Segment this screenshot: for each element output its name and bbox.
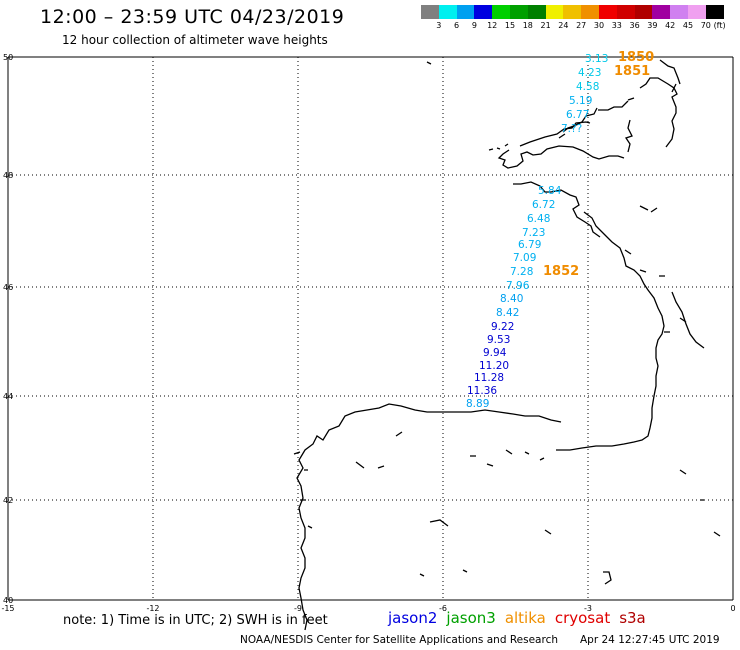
track-point-label: 8.89 [466, 398, 489, 410]
map-title: 12:00 – 23:59 UTC 04/23/2019 [40, 6, 345, 28]
track-point-label: 8.42 [496, 307, 519, 319]
track-point-label: 3.13 [585, 53, 608, 65]
satellite-track: 3.13 4.23 4.58 5.19 6.77 7.?? 5.84 6.72 6.48 7.23… [466, 50, 654, 410]
legend-swatch [652, 5, 671, 19]
legend-swatch [545, 5, 564, 19]
legend-label: 45 [682, 21, 694, 30]
legend-label: 6 [454, 21, 460, 30]
legend-label: 12 [487, 21, 498, 30]
credit-text: NOAA/NESDIS Center for Satellite Applica… [240, 634, 558, 646]
lon-label: -15 [1, 604, 14, 613]
legend-swatch [687, 5, 706, 19]
legend-swatch [634, 5, 653, 19]
track-point-label: 7.23 [522, 227, 545, 239]
legend-label: 70 [700, 21, 711, 30]
legend-swatch [509, 5, 528, 19]
legend-swatch [581, 5, 599, 19]
legend-swatch [705, 5, 724, 19]
track-point-label: 7.96 [506, 280, 530, 292]
legend-label: 24 [558, 21, 569, 30]
legend-label: 33 [611, 21, 622, 30]
legend-swatch [616, 5, 635, 19]
track-point-label: 9.53 [487, 334, 510, 346]
track-point-label: 8.40 [500, 293, 523, 305]
track-point-label: 4.23 [578, 67, 601, 79]
legend-label: 15 [504, 21, 516, 30]
color-legend [421, 5, 724, 19]
satellite-legend: jason2 jason3 altika cryosat s3a [388, 609, 655, 627]
legend-label: 30 [593, 21, 605, 30]
time-label: 1850 [618, 50, 654, 65]
satellite-name-jason3: jason3 [446, 609, 496, 627]
legend-label: 39 [647, 21, 658, 30]
coastline [293, 59, 721, 631]
satellite-name-altika: altika [504, 609, 546, 627]
note-text: note: 1) Time is in UTC; 2) SWH is in fe… [63, 613, 328, 628]
credit-timestamp: Apr 24 12:27:45 UTC 2019 [580, 634, 720, 646]
track-point-label: 6.48 [527, 213, 550, 225]
legend-swatch [421, 5, 439, 19]
track-point-label: 7.?? [561, 123, 582, 135]
satellite-name-s3a: s3a [619, 609, 646, 627]
lat-label: 50 [3, 53, 13, 62]
lon-label: -12 [146, 604, 159, 613]
legend-swatch [438, 5, 457, 19]
legend-label: 3 [436, 21, 442, 30]
lon-label: 0 [730, 604, 735, 613]
satellite-name-cryosat: cryosat [554, 609, 611, 627]
lat-label: 40 [3, 596, 13, 605]
lat-label: 48 [3, 171, 13, 180]
track-point-label: 11.20 [479, 360, 509, 372]
lat-label: 44 [3, 392, 13, 401]
legend-label: 9 [471, 21, 477, 30]
track-point-label: 9.22 [491, 321, 514, 333]
lon-label: -9 [294, 604, 302, 613]
legend-swatch [527, 5, 546, 19]
track-point-label: 7.09 [513, 252, 536, 264]
legend-label: 36 [629, 21, 640, 30]
lat-label: 42 [3, 496, 13, 505]
grid-lines [7, 56, 734, 601]
track-point-label: 7.28 [510, 266, 533, 278]
axis-labels: -15 -12 -9 -6 -3 0 50 48 46 44 42 40 [1, 53, 735, 613]
lon-label: -3 [584, 604, 592, 613]
legend-swatch [456, 5, 475, 19]
legend-swatch [474, 5, 493, 19]
track-point-label: 5.84 [538, 185, 562, 197]
track-point-label: 4.58 [576, 81, 599, 93]
track-point-label: 9.94 [483, 347, 507, 359]
time-label: 1851 [614, 64, 650, 79]
satellite-name-jason2: jason2 [388, 609, 438, 627]
legend-label: 18 [522, 21, 533, 30]
track-point-label: 11.28 [474, 372, 504, 384]
track-point-label: 6.79 [518, 239, 541, 251]
time-label: 1852 [543, 264, 579, 279]
legend-label: 21 [540, 21, 551, 30]
track-point-label: 5.19 [569, 95, 592, 107]
track-point-label: 11.36 [467, 385, 497, 397]
track-point-label: 6.72 [532, 199, 555, 211]
legend-unit: (ft) [713, 21, 726, 30]
lat-label: 46 [3, 283, 13, 292]
legend-swatch [670, 5, 688, 19]
legend-label: 42 [665, 21, 676, 30]
legend-swatch [598, 5, 617, 19]
track-point-label: 6.77 [566, 109, 589, 121]
lon-label: -6 [439, 604, 447, 613]
legend-swatch [563, 5, 582, 19]
map-subtitle: 12 hour collection of altimeter wave hei… [62, 33, 328, 47]
legend-swatch [492, 5, 510, 19]
legend-label: 27 [576, 21, 587, 30]
